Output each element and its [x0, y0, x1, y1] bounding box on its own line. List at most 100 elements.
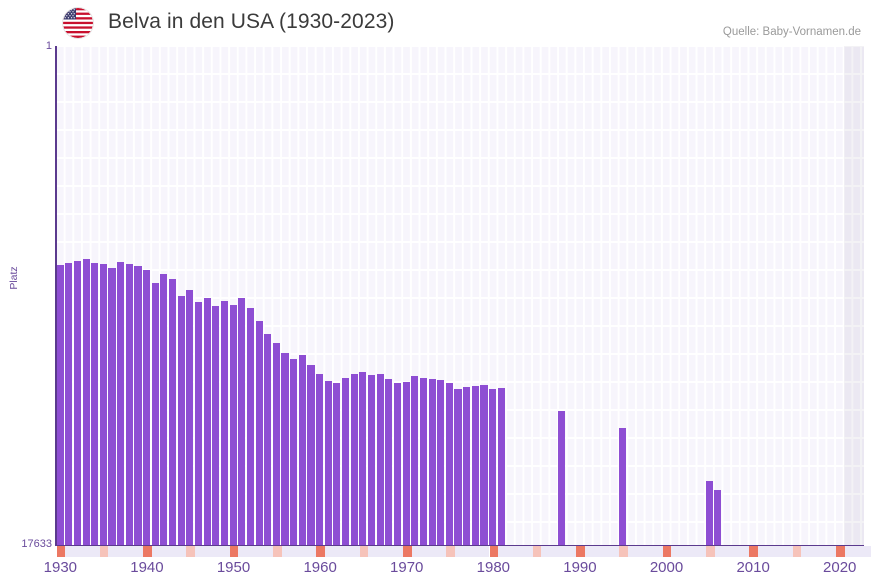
bar-1936[interactable] [108, 268, 116, 545]
bar-1939[interactable] [134, 266, 142, 545]
bar-1971[interactable] [411, 376, 419, 545]
bar-1968[interactable] [385, 379, 393, 545]
bar-1933[interactable] [82, 259, 90, 545]
bar-1951[interactable] [238, 298, 246, 545]
x-axis-line [56, 544, 864, 546]
bar-1959[interactable] [307, 365, 315, 545]
bar-1945[interactable] [186, 290, 194, 545]
x-tick-1967 [376, 546, 386, 557]
bar-1931[interactable] [65, 263, 73, 545]
x-axis-labels: 1930 1940 1950 1960 1970 1980 1990 2000 2010 2020 [44, 559, 864, 585]
x-tick-1948 [212, 546, 222, 557]
x-tick-1940 [143, 546, 152, 557]
bar-1955[interactable] [272, 343, 280, 545]
x-tick-1993 [602, 546, 611, 557]
x-tick-1985 [532, 546, 542, 557]
bar-1944[interactable] [177, 296, 185, 545]
bar-1973[interactable] [428, 379, 436, 545]
x-tick-1945 [186, 546, 196, 557]
bar-1942[interactable] [160, 274, 168, 545]
x-tick-1987 [550, 546, 559, 557]
bar-1977[interactable] [463, 387, 471, 545]
x-tick-2008 [731, 546, 741, 557]
x-tick-1981 [498, 546, 507, 557]
bar-1980[interactable] [489, 389, 497, 545]
x-tick-2017 [809, 546, 819, 557]
bar-1960[interactable] [316, 374, 324, 545]
x-tick-1961 [324, 546, 334, 557]
bar-1957[interactable] [290, 359, 298, 545]
bar-1966[interactable] [367, 375, 376, 545]
x-tick-1931 [65, 546, 74, 557]
bar-1935[interactable] [99, 264, 107, 545]
x-tick-1979 [480, 546, 490, 557]
bar-1947[interactable] [203, 298, 211, 545]
bar-1995[interactable] [618, 428, 627, 545]
x-axis-label-2000: 2000 [649, 559, 684, 576]
x-tick-1939 [134, 546, 144, 557]
x-tick-1947 [203, 546, 213, 557]
bar-1988[interactable] [558, 411, 566, 545]
bar-1943[interactable] [169, 279, 177, 545]
bar-1937[interactable] [117, 262, 125, 545]
x-axis-tick-marks [56, 546, 871, 560]
bar-1965[interactable] [359, 372, 367, 545]
x-tick-2014 [783, 546, 793, 557]
x-tick-2001 [671, 546, 681, 557]
bar-1941[interactable] [151, 283, 159, 545]
x-tick-1938 [125, 546, 135, 557]
bar-1961[interactable] [324, 381, 332, 545]
x-tick-1959 [307, 546, 317, 557]
bar-1970[interactable] [402, 382, 410, 545]
bar-1946[interactable] [194, 302, 203, 545]
forecast-shaded-region [844, 46, 864, 545]
x-tick-1956 [281, 546, 291, 557]
x-tick-2018 [818, 546, 828, 557]
x-tick-1955 [273, 546, 282, 557]
x-tick-2005 [706, 546, 715, 557]
bar-1974[interactable] [437, 380, 445, 545]
bar-1969[interactable] [393, 383, 402, 545]
bar-1948[interactable] [212, 306, 220, 545]
bar-1978[interactable] [471, 386, 479, 545]
bar-1954[interactable] [264, 334, 272, 545]
x-tick-1953 [255, 546, 265, 557]
x-tick-1989 [567, 546, 577, 557]
bar-1932[interactable] [73, 261, 81, 545]
bar-2006[interactable] [714, 490, 722, 545]
bar-1930[interactable] [56, 265, 64, 545]
bar-2005[interactable] [705, 481, 713, 545]
x-tick-2002 [680, 546, 689, 557]
x-tick-1964 [350, 546, 360, 557]
bar-1972[interactable] [419, 378, 427, 545]
x-tick-1974 [437, 546, 447, 557]
bar-1979[interactable] [480, 385, 488, 545]
x-tick-2009 [740, 546, 750, 557]
x-tick-1936 [108, 546, 118, 557]
bar-1962[interactable] [333, 383, 341, 545]
bar-1967[interactable] [376, 374, 384, 545]
bar-1963[interactable] [342, 378, 350, 545]
bar-1956[interactable] [281, 353, 289, 545]
bar-1981[interactable] [497, 388, 505, 545]
y-axis-label-top: 1 [45, 40, 52, 52]
bar-1949[interactable] [220, 301, 229, 545]
x-tick-2020 [835, 546, 845, 557]
bar-1950[interactable] [229, 305, 237, 545]
bar-1958[interactable] [298, 355, 306, 545]
source-credit: Quelle: Baby-Vornamen.de [722, 26, 861, 38]
bar-1934[interactable] [91, 263, 99, 545]
bar-1976[interactable] [454, 389, 462, 545]
bar-1975[interactable] [445, 383, 453, 545]
x-tick-1976 [454, 546, 464, 557]
y-axis-label-bottom: 17633 [21, 538, 52, 550]
bar-1938[interactable] [125, 264, 133, 545]
x-tick-2003 [688, 546, 698, 557]
bar-1964[interactable] [350, 374, 358, 545]
bar-1940[interactable] [143, 270, 151, 545]
bar-1952[interactable] [246, 308, 254, 545]
x-tick-2013 [775, 546, 784, 557]
x-axis-label-1930: 1930 [43, 559, 78, 576]
bar-1953[interactable] [255, 321, 263, 545]
y-axis-title: Platz [8, 266, 20, 290]
